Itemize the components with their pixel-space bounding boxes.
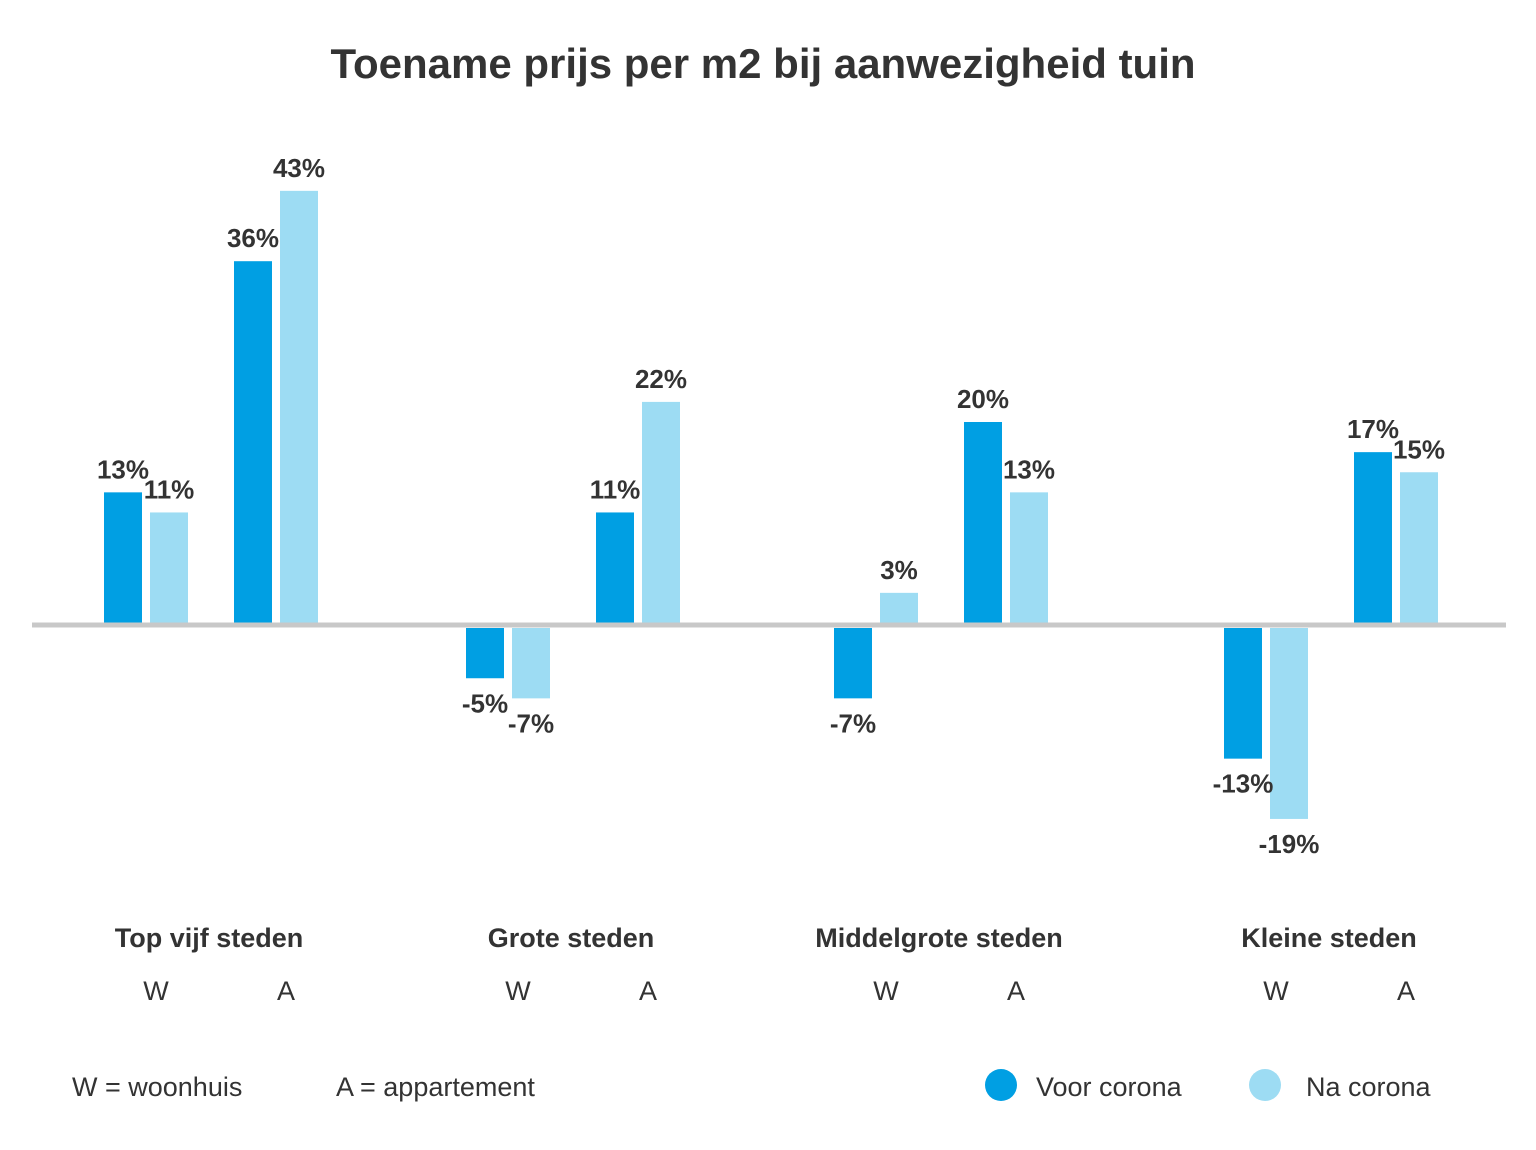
- group-label-middelgrote-steden: Middelgrote steden: [815, 923, 1063, 953]
- legend-swatch-voor-corona: [985, 1069, 1017, 1101]
- value-label-top-vijf-steden-w-na-corona: 11%: [144, 474, 195, 504]
- bar-kleine-steden-w-voor-corona: [1224, 628, 1262, 759]
- bar-kleine-steden-a-voor-corona: [1354, 452, 1392, 623]
- value-label-kleine-steden-a-na-corona: 15%: [1393, 434, 1445, 464]
- category-label-grote-steden-w: W: [505, 976, 531, 1006]
- legend-label-na-corona: Na corona: [1306, 1072, 1432, 1102]
- bar-middelgrote-steden-w-na-corona: [880, 592, 918, 623]
- bar-top-vijf-steden-a-na-corona: [280, 190, 318, 623]
- bar-grote-steden-a-na-corona: [642, 401, 680, 623]
- category-label-kleine-steden-a: A: [1397, 976, 1415, 1006]
- bar-top-vijf-steden-a-voor-corona: [234, 261, 272, 623]
- bar-kleine-steden-w-na-corona: [1270, 628, 1308, 819]
- legend-swatch-na-corona: [1249, 1069, 1281, 1101]
- value-label-kleine-steden-w-voor-corona: -13%: [1213, 769, 1274, 799]
- value-label-middelgrote-steden-a-na-corona: 13%: [1003, 454, 1055, 484]
- bar-grote-steden-w-na-corona: [512, 628, 550, 699]
- bar-grote-steden-w-voor-corona: [466, 628, 504, 679]
- value-label-grote-steden-a-voor-corona: 11%: [590, 474, 641, 504]
- category-label-middelgrote-steden-w: W: [873, 976, 899, 1006]
- category-label-kleine-steden-w: W: [1263, 976, 1289, 1006]
- group-label-kleine-steden: Kleine steden: [1241, 923, 1417, 953]
- note-woonhuis: W = woonhuis: [72, 1072, 242, 1102]
- group-label-grote-steden: Grote steden: [488, 923, 655, 953]
- value-label-grote-steden-a-na-corona: 22%: [635, 364, 687, 394]
- group-labels: W A Top vijf steden W A Grote steden W A Middelg…: [115, 923, 1417, 1006]
- value-label-kleine-steden-a-voor-corona: 17%: [1347, 414, 1399, 444]
- legend-label-voor-corona: Voor corona: [1036, 1072, 1183, 1102]
- value-label-kleine-steden-w-na-corona: -19%: [1259, 829, 1320, 859]
- value-labels: 13%11%36%43%-5%-7%11%22%-7%3%20%13%-13%-…: [97, 153, 1445, 859]
- legend: Voor corona Na corona: [985, 1069, 1432, 1102]
- value-label-top-vijf-steden-a-voor-corona: 36%: [227, 223, 279, 253]
- value-label-grote-steden-w-voor-corona: -5%: [462, 688, 508, 718]
- bar-middelgrote-steden-a-voor-corona: [964, 422, 1002, 623]
- bars: [104, 190, 1438, 819]
- category-label-grote-steden-a: A: [639, 976, 657, 1006]
- bar-top-vijf-steden-w-voor-corona: [104, 492, 142, 623]
- value-label-grote-steden-w-na-corona: -7%: [508, 708, 554, 738]
- value-label-middelgrote-steden-w-na-corona: 3%: [880, 555, 918, 585]
- bar-middelgrote-steden-w-voor-corona: [834, 628, 872, 699]
- group-label-top-vijf-steden: Top vijf steden: [115, 923, 304, 953]
- bar-kleine-steden-a-na-corona: [1400, 472, 1438, 623]
- category-label-top-vijf-steden-w: W: [143, 976, 169, 1006]
- category-label-top-vijf-steden-a: A: [277, 976, 295, 1006]
- chart-title: Toename prijs per m2 bij aanwezigheid tu…: [330, 40, 1195, 87]
- bar-top-vijf-steden-w-na-corona: [150, 512, 188, 623]
- value-label-top-vijf-steden-a-na-corona: 43%: [273, 153, 325, 183]
- note-appartement: A = appartement: [336, 1072, 535, 1102]
- value-label-middelgrote-steden-a-voor-corona: 20%: [957, 384, 1009, 414]
- category-label-middelgrote-steden-a: A: [1007, 976, 1025, 1006]
- value-label-middelgrote-steden-w-voor-corona: -7%: [830, 708, 876, 738]
- bar-grote-steden-a-voor-corona: [596, 512, 634, 623]
- bar-middelgrote-steden-a-na-corona: [1010, 492, 1048, 623]
- value-label-top-vijf-steden-w-voor-corona: 13%: [97, 454, 149, 484]
